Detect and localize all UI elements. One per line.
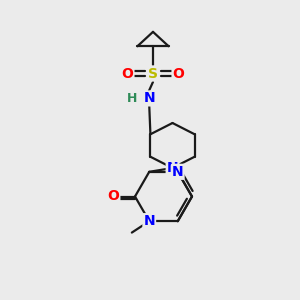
Text: N: N bbox=[144, 92, 156, 105]
Text: N: N bbox=[143, 214, 155, 228]
Text: O: O bbox=[107, 190, 119, 203]
Text: S: S bbox=[148, 67, 158, 80]
Text: H: H bbox=[127, 92, 137, 105]
Text: O: O bbox=[122, 67, 134, 80]
Text: N: N bbox=[167, 161, 178, 175]
Text: O: O bbox=[172, 67, 184, 80]
Text: N: N bbox=[172, 165, 184, 179]
